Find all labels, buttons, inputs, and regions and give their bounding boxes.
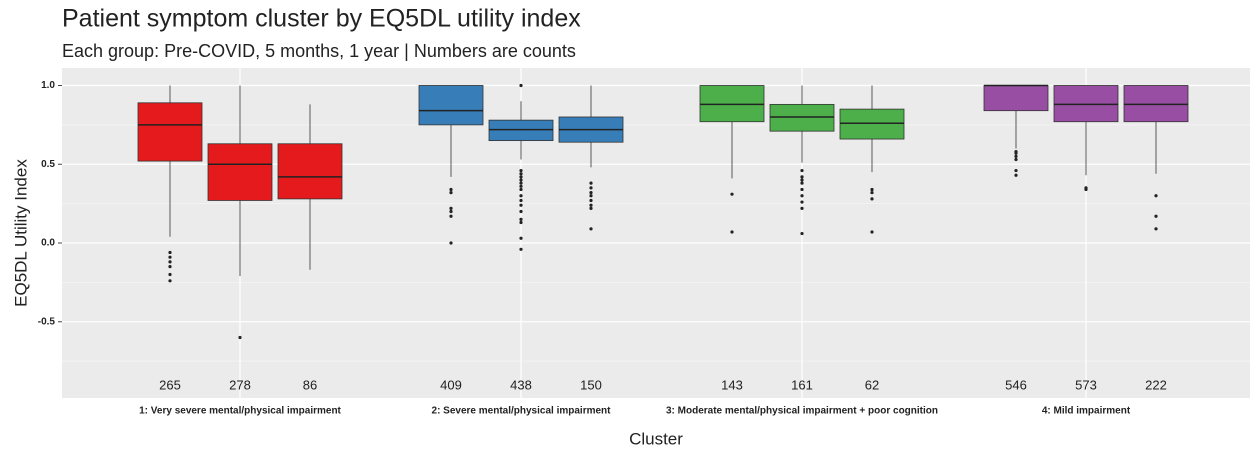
box <box>983 85 1049 112</box>
outlier <box>519 168 523 173</box>
outlier <box>168 255 172 259</box>
outlier <box>1014 154 1018 158</box>
outlier <box>168 265 172 269</box>
outlier <box>519 217 523 221</box>
category-label: 4: Mild impairment <box>1042 406 1131 417</box>
category-label: 1: Very severe mental/physical impairmen… <box>139 406 341 417</box>
outlier <box>589 227 593 231</box>
outlier <box>870 190 874 195</box>
y-tick-label: 1.0 <box>41 80 55 91</box>
plot-panel <box>62 68 1250 398</box>
outlier <box>519 172 523 176</box>
count-label: 278 <box>229 377 251 392</box>
outlier <box>519 187 523 192</box>
outlier <box>238 335 242 340</box>
category-label: 2: Severe mental/physical impairment <box>432 406 612 417</box>
outlier <box>519 203 523 207</box>
outlier <box>1154 214 1158 218</box>
outlier <box>800 231 804 236</box>
outlier <box>800 194 804 198</box>
box <box>1053 85 1119 123</box>
outlier <box>168 279 172 283</box>
category-label: 3: Moderate mental/physical impairment +… <box>666 406 938 417</box>
count-label: 143 <box>721 377 743 392</box>
outlier <box>800 178 804 182</box>
count-label: 546 <box>1005 377 1027 392</box>
outlier <box>800 175 804 179</box>
outlier <box>1014 151 1018 155</box>
outlier <box>519 247 523 251</box>
outlier <box>519 220 523 225</box>
outlier <box>589 190 593 195</box>
outlier <box>519 236 523 240</box>
outlier <box>730 230 734 234</box>
outlier <box>449 241 453 245</box>
outlier <box>519 194 523 198</box>
outlier <box>800 181 804 185</box>
outlier <box>589 203 593 207</box>
count-label: 62 <box>865 377 879 392</box>
outlier <box>589 198 593 203</box>
box <box>769 103 835 132</box>
outlier <box>449 209 453 214</box>
outlier <box>1014 173 1018 177</box>
outlier <box>519 175 523 179</box>
outlier <box>449 206 453 210</box>
outlier <box>800 206 804 210</box>
outlier <box>1014 157 1018 162</box>
box <box>207 143 273 201</box>
outlier <box>449 214 453 218</box>
box <box>418 85 484 126</box>
count-label: 265 <box>159 377 181 392</box>
outlier <box>519 181 523 185</box>
count-label: 409 <box>440 377 462 392</box>
y-tick-label: 0.5 <box>41 159 55 170</box>
outlier <box>800 187 804 192</box>
outlier <box>449 187 453 192</box>
outlier <box>589 181 593 185</box>
outlier <box>589 186 593 190</box>
outlier <box>1014 168 1018 173</box>
outlier <box>168 250 172 255</box>
outlier <box>1154 227 1158 231</box>
y-tick-label: 0.0 <box>41 238 55 249</box>
outlier <box>519 178 523 182</box>
outlier <box>870 187 874 192</box>
outlier <box>1084 187 1088 192</box>
count-label: 222 <box>1145 377 1167 392</box>
outlier <box>800 200 804 204</box>
box <box>839 108 905 140</box>
outlier <box>1154 194 1158 198</box>
box <box>137 102 203 162</box>
y-tick-label: -0.5 <box>38 316 56 327</box>
count-label: 161 <box>791 377 813 392</box>
outlier <box>589 194 593 198</box>
count-label: 573 <box>1075 377 1097 392</box>
outlier <box>168 272 172 277</box>
outlier <box>870 230 874 234</box>
box <box>488 119 554 142</box>
outlier <box>730 192 734 196</box>
outlier <box>589 206 593 210</box>
outlier <box>519 198 523 203</box>
x-axis-label: Cluster <box>629 429 683 448</box>
count-label: 86 <box>303 377 317 392</box>
outlier <box>800 168 804 173</box>
y-axis-label: EQ5DL Utility Index <box>11 159 30 307</box>
box <box>1123 85 1189 123</box>
outlier <box>870 197 874 201</box>
outlier <box>449 190 453 195</box>
chart-subtitle: Each group: Pre-COVID, 5 months, 1 year … <box>62 41 576 61</box>
count-label: 150 <box>580 377 602 392</box>
chart-title: Patient symptom cluster by EQ5DL utility… <box>62 5 581 33</box>
count-label: 438 <box>510 377 532 392</box>
outlier <box>519 83 523 88</box>
box <box>277 143 343 200</box>
outlier <box>519 184 523 188</box>
outlier <box>519 209 523 214</box>
outlier <box>168 260 172 264</box>
box <box>699 85 765 123</box>
